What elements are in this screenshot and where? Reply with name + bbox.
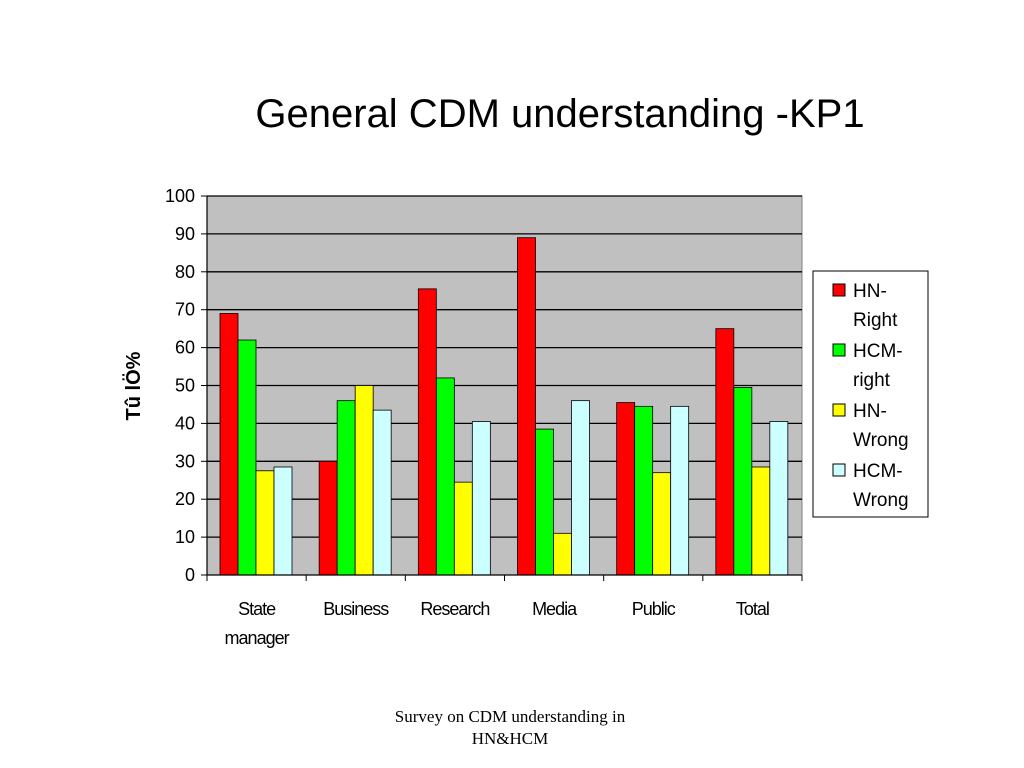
axes — [201, 195, 803, 581]
bar — [471, 421, 491, 576]
bar — [733, 386, 753, 576]
bar — [372, 409, 392, 576]
footer-line-1: Survey on CDM understanding in — [394, 707, 626, 726]
legend-label: HCM- — [853, 341, 903, 362]
bar — [336, 400, 356, 576]
bar — [553, 532, 572, 576]
bar — [517, 237, 536, 576]
y-tick-label: 40 — [175, 413, 195, 433]
legend-label: HN- — [853, 401, 887, 422]
x-tick-label: Research — [420, 599, 489, 619]
y-tick-label: 100 — [165, 186, 195, 206]
bar — [435, 377, 455, 576]
legend-box — [812, 270, 929, 518]
y-tick-label: 50 — [175, 376, 195, 396]
bar — [652, 472, 672, 576]
legend-label: Wrong — [853, 490, 909, 511]
bar — [318, 460, 338, 576]
bar — [616, 402, 636, 576]
bar — [417, 288, 437, 576]
bars — [219, 237, 789, 576]
gridlines — [207, 195, 802, 538]
legend-label: right — [853, 370, 891, 391]
legend-label: HCM- — [853, 461, 903, 482]
bar — [571, 400, 590, 576]
y-tick-label: 60 — [175, 338, 195, 358]
bar — [237, 339, 257, 576]
bar — [354, 385, 374, 576]
slide-footer: Survey on CDM understanding in HN&HCM — [340, 706, 680, 750]
bar — [255, 470, 275, 576]
bar — [273, 466, 293, 576]
x-tick-label: Public — [632, 599, 676, 619]
y-tick-label: 90 — [175, 224, 195, 244]
y-tick-labels: 0 10 20 30 40 50 60 70 80 90 100 — [165, 186, 195, 585]
bar — [715, 328, 735, 576]
bar — [670, 405, 690, 576]
y-tick-label: 10 — [175, 527, 195, 547]
bar — [769, 421, 789, 576]
x-tick-label: Media — [532, 599, 578, 619]
legend-swatch — [832, 283, 846, 297]
bar — [634, 405, 654, 576]
footer-line-2: HN&HCM — [471, 729, 549, 748]
legend-swatch — [832, 343, 846, 357]
bar — [219, 313, 239, 576]
y-tick-label: 20 — [175, 489, 195, 509]
legend-label: Wrong — [853, 430, 909, 451]
x-tick-label: Business — [323, 599, 389, 619]
legend-swatch — [832, 463, 846, 477]
x-tick-label: Total — [736, 599, 769, 619]
x-tick-labels: State manager Business Research Media Public T… — [225, 599, 770, 648]
y-axis-label: Tû lÖ% — [122, 351, 145, 420]
x-tick-label: manager — [225, 628, 290, 648]
legend-swatch — [832, 403, 846, 417]
y-tick-label: 70 — [175, 300, 195, 320]
legend-label: Right — [853, 310, 898, 331]
chart-title: General CDM understanding -KP1 — [255, 92, 865, 136]
legend-label: HN- — [853, 281, 887, 302]
bar — [535, 428, 554, 576]
legend: HN- Right HCM-right HN- Wrong HCM- Wrong — [812, 270, 929, 518]
bar — [751, 466, 771, 576]
x-tick-label: State — [238, 599, 276, 619]
bar — [453, 481, 473, 576]
y-tick-label: 80 — [175, 262, 195, 282]
y-tick-label: 0 — [185, 565, 195, 585]
y-tick-label: 30 — [175, 451, 195, 471]
